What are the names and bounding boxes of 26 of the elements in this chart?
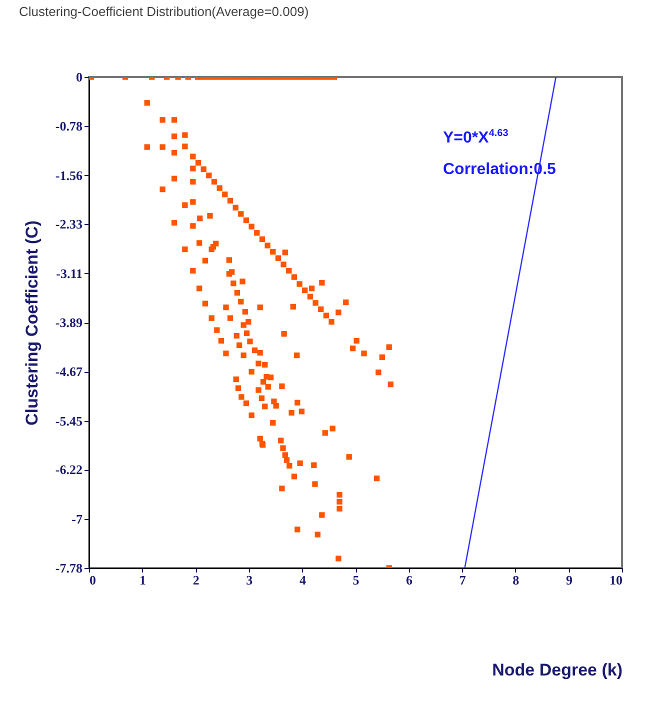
y-tick-label: -4.67 [55,364,83,380]
x-tick-label: 5 [352,572,360,588]
y-tick-label: -5.45 [55,413,83,428]
x-tick-label: 1 [140,572,146,588]
y-tick-label: -7.78 [55,560,83,576]
x-tick-label: 9 [566,572,573,588]
x-tick-label: 6 [406,572,414,588]
y-tick-label: -3.11 [56,266,82,281]
y-axis-title: Clustering Coefficient (C) [22,220,42,426]
y-tick-label: -7 [72,511,83,526]
x-tick-label: 0 [90,572,96,588]
y-tick-label: 0 [76,70,82,84]
y-tick-label: -3.89 [55,315,83,330]
y-tick-label: -1.56 [55,168,83,183]
x-axis-title: Node Degree (k) [492,660,622,680]
x-tick-label: 3 [246,572,254,588]
x-tick-label: 2 [192,572,200,588]
x-tick-label: 4 [299,572,306,588]
x-tick-label: 8 [512,572,520,588]
y-tick-label: -2.33 [55,216,83,232]
y-tick-label: -0.78 [55,118,83,134]
y-tick-label: -6.22 [55,462,82,478]
chart-title: Clustering-Coefficient Distribution(Average=0.009) [19,4,309,19]
x-tick-label: 10 [610,572,622,588]
annotation: Y=0*X$^{4.63}$ [443,127,510,148]
x-tick-label: 7 [459,572,466,588]
